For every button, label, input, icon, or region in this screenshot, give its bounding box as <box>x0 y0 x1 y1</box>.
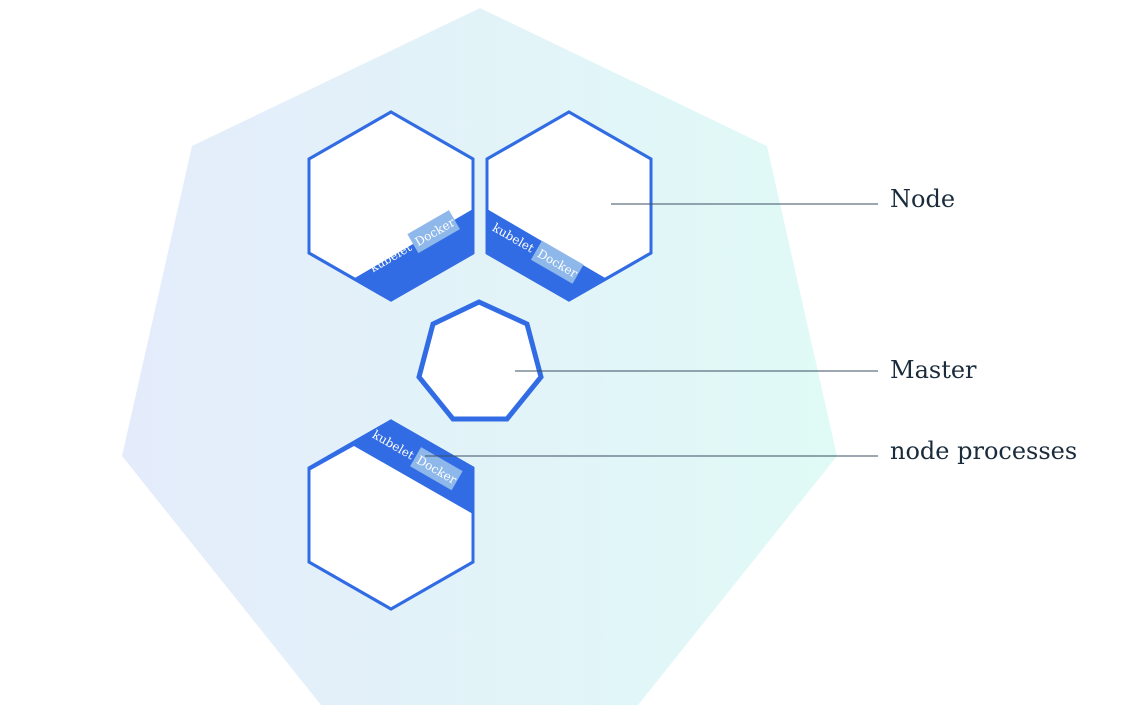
node-processes-label: node processes <box>890 437 1077 465</box>
master-heptagon <box>419 302 541 419</box>
node-label: Node <box>890 185 955 213</box>
master-label: Master <box>890 356 977 384</box>
